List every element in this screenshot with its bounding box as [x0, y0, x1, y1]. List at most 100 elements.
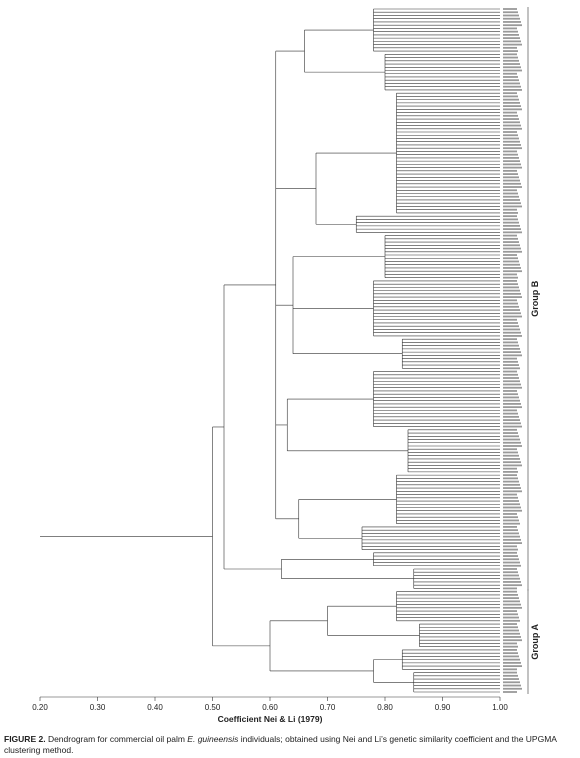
leaf-label — [503, 309, 520, 311]
leaf-label — [503, 386, 522, 389]
leaf-label — [503, 403, 521, 405]
leaf-label — [503, 428, 517, 431]
leaf-label — [503, 396, 519, 399]
leaf-label — [503, 137, 519, 140]
leaf-label — [503, 513, 517, 515]
leaf-label — [503, 584, 522, 587]
leaf-label — [503, 280, 517, 282]
leaf-label — [503, 658, 520, 661]
leaf-label — [503, 318, 517, 321]
leaf-label — [503, 545, 517, 548]
leaf-label — [503, 532, 519, 535]
leaf-label — [503, 571, 518, 574]
leaf-label — [503, 691, 517, 693]
leaf-label — [503, 593, 518, 596]
leaf-label — [503, 587, 517, 590]
x-tick-label: 0.30 — [90, 703, 106, 712]
leaf-label — [503, 477, 518, 480]
leaf-label — [503, 208, 517, 211]
leaf-label — [503, 474, 517, 477]
leaf-label — [503, 347, 520, 350]
leaf-label — [503, 14, 519, 17]
x-tick-label: 0.50 — [205, 703, 221, 712]
leaf-label — [503, 558, 519, 561]
leaf-label — [503, 619, 520, 622]
leaf-label — [503, 215, 517, 218]
leaf-label — [503, 260, 519, 263]
leaf-label — [503, 131, 517, 133]
caption-species: E. guineensis — [187, 734, 239, 744]
leaf-label — [503, 273, 517, 276]
leaf-label — [503, 377, 519, 379]
leaf-label — [503, 506, 521, 509]
leaf-label — [503, 66, 521, 69]
leaf-label — [503, 409, 517, 412]
leaf-label — [503, 490, 522, 493]
leaf-label — [503, 267, 521, 269]
leaf-label — [503, 53, 517, 56]
x-tick-label: 0.70 — [320, 703, 336, 712]
leaf-label — [503, 503, 520, 506]
leaf-label — [503, 27, 517, 30]
leaf-label — [503, 435, 519, 438]
leaf-label — [503, 95, 518, 98]
leaf-label — [503, 127, 522, 130]
leaf-label — [503, 276, 518, 279]
leaf-label — [503, 322, 518, 324]
leaf-label — [503, 199, 520, 201]
leaf-label — [503, 195, 519, 198]
leaf-label — [503, 63, 520, 65]
leaf-label — [503, 153, 518, 156]
leaf-label — [503, 182, 521, 185]
leaf-label — [503, 69, 522, 72]
leaf-label — [503, 636, 521, 638]
group-label: Group A — [530, 624, 540, 660]
leaf-label — [503, 422, 521, 425]
leaf-label — [503, 467, 517, 470]
leaf-label — [503, 76, 518, 78]
leaf-label — [503, 373, 518, 376]
x-axis-label: Coefficient Nei & Li (1979) — [218, 714, 323, 724]
leaf-label — [503, 613, 518, 616]
leaf-label — [503, 169, 517, 172]
leaf-label — [503, 254, 517, 256]
caption-text: Dendrogram for commercial oil palm — [47, 734, 188, 744]
leaf-label — [503, 224, 520, 227]
leaf-label — [503, 674, 518, 677]
leaf-label — [503, 150, 517, 153]
leaf-label — [503, 351, 521, 354]
leaf-label — [503, 367, 520, 370]
x-tick-label: 0.20 — [32, 703, 48, 712]
leaf-label — [503, 176, 519, 179]
leaf-label — [503, 257, 518, 260]
leaf-label — [503, 516, 518, 519]
leaf-label — [503, 652, 518, 655]
leaf-label — [503, 415, 519, 418]
leaf-label — [503, 360, 518, 363]
leaf-label — [503, 56, 518, 59]
leaf-label — [503, 493, 517, 496]
leaf-label — [503, 299, 517, 302]
leaf-label — [503, 30, 518, 33]
leaf-label — [503, 441, 521, 444]
leaf-label — [503, 535, 520, 538]
leaf-label — [503, 289, 520, 292]
leaf-label — [503, 338, 517, 341]
leaf-label — [503, 108, 522, 111]
leaf-label — [503, 568, 517, 570]
leaf-label — [503, 283, 518, 286]
leaf-label — [503, 72, 517, 75]
leaf-label — [503, 590, 517, 593]
leaf-label — [503, 124, 521, 127]
leaf-label — [503, 665, 522, 668]
dendrogram: Group B Group A 0.20 0.30 0.40 0.50 0.60 0.70 0.… — [32, 7, 540, 724]
leaf-label — [503, 577, 520, 580]
leaf-label — [503, 445, 522, 447]
leaf-label — [503, 655, 519, 658]
leaf-label — [503, 519, 519, 522]
leaf-label — [503, 163, 521, 166]
leaf-label — [503, 11, 518, 14]
leaf-label — [503, 312, 521, 315]
leaf-label — [503, 241, 519, 243]
